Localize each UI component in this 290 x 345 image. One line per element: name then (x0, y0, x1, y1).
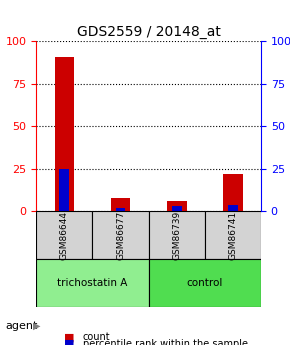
Text: percentile rank within the sample: percentile rank within the sample (83, 339, 248, 345)
FancyBboxPatch shape (148, 211, 205, 259)
Text: GSM86739: GSM86739 (172, 211, 181, 260)
Text: ■: ■ (64, 333, 74, 342)
Text: GSM86677: GSM86677 (116, 211, 125, 260)
FancyBboxPatch shape (36, 211, 93, 259)
FancyBboxPatch shape (148, 259, 261, 307)
Text: trichostatin A: trichostatin A (57, 278, 128, 288)
Bar (55, 57, 74, 211)
FancyBboxPatch shape (36, 259, 148, 307)
Text: agent: agent (6, 321, 38, 331)
Bar (167, 201, 186, 211)
FancyBboxPatch shape (205, 211, 261, 259)
Text: control: control (187, 278, 223, 288)
Bar (228, 205, 238, 211)
Text: GSM86741: GSM86741 (229, 211, 238, 260)
Text: count: count (83, 333, 110, 342)
Bar (59, 169, 69, 211)
Text: GSM86644: GSM86644 (60, 211, 69, 260)
FancyBboxPatch shape (93, 211, 148, 259)
Title: GDS2559 / 20148_at: GDS2559 / 20148_at (77, 25, 221, 39)
Bar (116, 208, 126, 211)
Text: ■: ■ (64, 339, 74, 345)
Text: ▶: ▶ (33, 321, 41, 331)
Bar (111, 198, 130, 211)
Bar (223, 174, 243, 211)
Bar (172, 206, 182, 211)
